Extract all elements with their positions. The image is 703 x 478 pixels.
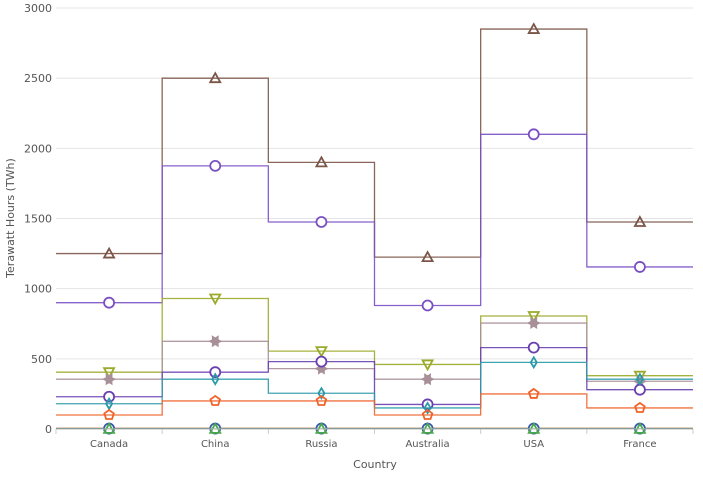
triangle-down-marker [102,367,116,380]
diamond-marker [211,372,220,386]
y-tick-label: 1000 [24,283,52,296]
y-tick-label: 0 [45,423,52,436]
circle-marker [527,128,540,141]
star-marker [420,373,435,386]
x-tick-label: Russia [305,439,337,450]
diamond-marker [529,355,538,370]
series-1 [56,128,693,312]
series-0 [56,22,693,262]
y-tick-label: 1500 [24,213,52,226]
diamond-marker [635,372,644,386]
circle-marker [103,390,115,403]
series-step-line [56,28,693,258]
star-marker [526,317,541,330]
y-tick-label: 2500 [24,72,52,85]
circle-marker [527,341,540,354]
x-tick-label: USA [523,439,544,450]
x-tick-label: Canada [90,439,128,450]
triangle-down-marker [314,346,328,358]
pentagon-marker [315,394,328,406]
y-tick-label: 3000 [24,2,52,15]
pentagon-marker [527,387,540,399]
diamond-marker [105,396,114,411]
series-step-line [56,133,693,307]
circle-marker [634,383,646,396]
triangle-up-marker [314,422,328,434]
x-axis-label: Country [353,458,397,471]
pentagon-marker [421,408,434,420]
x-tick-label: China [201,439,230,450]
diamond-marker [423,401,432,415]
triangle-up-marker [633,422,647,434]
circle-marker [421,299,434,312]
circle-marker [209,159,222,172]
triangle-up-marker [421,250,435,262]
circle-marker [103,296,115,309]
diamond-marker [317,386,326,400]
star-marker [208,335,223,348]
triangle-up-marker [208,422,222,434]
y-tick-label: 500 [31,353,52,366]
triangle-up-marker [633,215,647,227]
y-tick-label: 2000 [24,142,52,155]
triangle-down-marker [208,293,222,306]
triangle-up-marker [102,422,116,434]
triangle-up-marker [102,246,116,259]
circle-marker [634,261,646,273]
x-tick-label: France [623,439,656,450]
series-6 [56,387,693,420]
triangle-down-marker [421,359,435,372]
pentagon-marker [634,401,646,413]
series-step-line [56,393,693,416]
pentagon-marker [103,408,115,420]
circle-marker [315,355,328,368]
triangle-up-marker [421,422,435,434]
triangle-down-marker [527,311,541,323]
triangle-up-marker [527,22,541,34]
pentagon-marker [209,394,222,406]
x-tick-label: Australia [405,439,449,450]
circle-marker [315,216,328,228]
triangle-up-marker [527,422,541,434]
series-step-line [56,346,693,406]
star-marker [102,373,117,386]
y-axis-label: Terawatt Hours (TWh) [4,158,17,279]
circle-marker [209,366,222,379]
triangle-up-marker [208,71,222,84]
triangle-up-marker [314,155,328,168]
